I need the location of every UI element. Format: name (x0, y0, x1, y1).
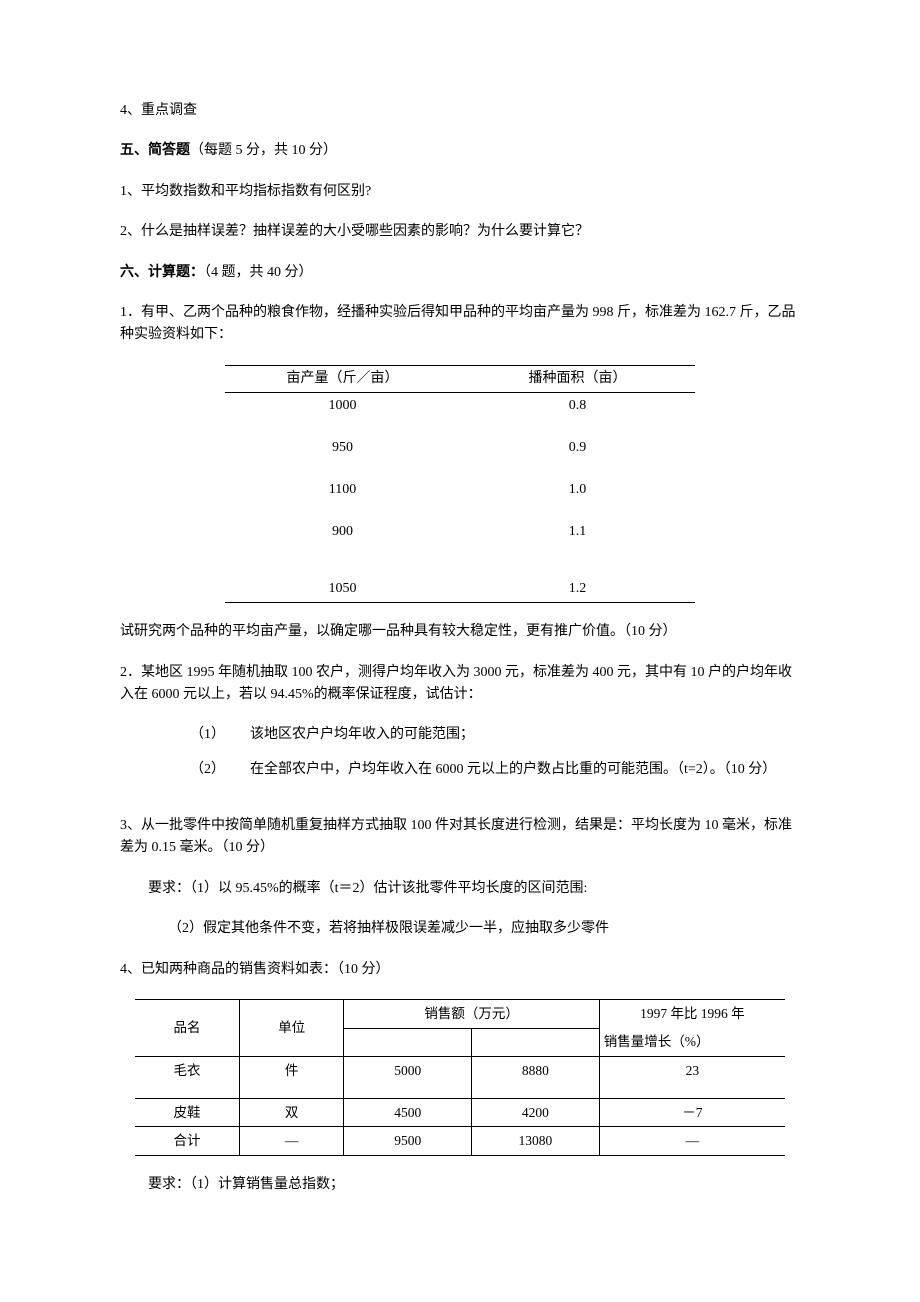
cell: 0.8 (460, 393, 695, 435)
cell: 1100 (225, 477, 460, 519)
table-row: 皮鞋 双 4500 4200 －7 (135, 1098, 785, 1127)
q6-2-sub2-text: 在全部农户中，户均年收入在 6000 元以上的户数占比重的可能范围。（t=2）。… (250, 762, 776, 777)
q6-2: 2．某地区 1995 年随机抽取 100 农户，测得户均年收入为 3000 元，… (120, 662, 800, 707)
q6-2-sub2-label: （2） (190, 759, 250, 781)
q6-3-req2: （2）假定其他条件不变，若将抽样极限误差减少一半，应抽取多少零件 (120, 918, 800, 940)
table-row: 10000.8 (225, 393, 695, 435)
cell: 0.9 (460, 435, 695, 477)
section-5-title: 五、简答题（每题 5 分，共 10 分） (120, 140, 800, 162)
q6-1: 1．有甲、乙两个品种的粮食作物，经播种实验后得知甲品种的平均亩产量为 998 斤… (120, 302, 800, 347)
table-yield: 亩产量（斤／亩） 播种面积（亩） 10000.8 9500.9 11001.0 … (225, 365, 695, 603)
q6-3-req1: 要求：（1）以 95.45%的概率（t＝2）估计该批零件平均长度的区间范围: (120, 878, 800, 900)
th-sales-sub2 (472, 1028, 600, 1056)
th-growth-top: 1997 年比 1996 年 (599, 1000, 785, 1029)
cell: 950 (225, 435, 460, 477)
section-6-note: （4 题，共 40 分） (204, 265, 313, 280)
th-growth-bottom: 销售量增长（%） (599, 1028, 785, 1056)
section-5-note: （每题 5 分，共 10 分） (190, 143, 337, 158)
cell: 件 (239, 1056, 343, 1098)
cell: 4500 (344, 1098, 472, 1127)
cell: 1.2 (460, 561, 695, 603)
q6-2-sub1: （1）该地区农户户均年收入的可能范围； (120, 724, 800, 746)
cell: 毛衣 (135, 1056, 239, 1098)
cell: 双 (239, 1098, 343, 1127)
cell: －7 (599, 1098, 785, 1127)
th-sales-sub1 (344, 1028, 472, 1056)
cell: 8880 (472, 1056, 600, 1098)
q6-2-sub1-text: 该地区农户户均年收入的可能范围； (250, 727, 474, 742)
section-5-heading: 五、简答题 (120, 143, 190, 158)
cell: 1050 (225, 561, 460, 603)
cell: 合计 (135, 1127, 239, 1156)
table-row: 9500.9 (225, 435, 695, 477)
table-row: 合计 — 9500 13080 — (135, 1127, 785, 1156)
q6-3: 3、从一批零件中按简单随机重复抽样方式抽取 100 件对其长度进行检测，结果是：… (120, 815, 800, 860)
cell: 1000 (225, 393, 460, 435)
cell: 23 (599, 1056, 785, 1098)
table-row: 10501.2 (225, 561, 695, 603)
q6-4-req: 要求：（1）计算销售量总指数； (120, 1174, 800, 1196)
table-row: 毛衣 件 5000 8880 23 (135, 1056, 785, 1098)
cell: — (239, 1127, 343, 1156)
section-6-heading: 六、计算题： (120, 265, 204, 280)
q6-2-sub1-label: （1） (190, 724, 250, 746)
cell: 13080 (472, 1127, 600, 1156)
table-yield-h1: 亩产量（斤／亩） (225, 365, 460, 392)
q6-2-text: 2．某地区 1995 年随机抽取 100 农户，测得户均年收入为 3000 元，… (120, 662, 800, 707)
cell: 5000 (344, 1056, 472, 1098)
q6-1-text: 1．有甲、乙两个品种的粮食作物，经播种实验后得知甲品种的平均亩产量为 998 斤… (120, 302, 800, 347)
list-item-4: 4、重点调查 (120, 100, 800, 122)
cell: 900 (225, 519, 460, 561)
cell: 4200 (472, 1098, 600, 1127)
cell: — (599, 1127, 785, 1156)
q6-1-footer: 试研究两个品种的平均亩产量，以确定哪一品种具有较大稳定性，更有推广价值。（10 … (120, 621, 800, 643)
th-sales: 销售额（万元） (344, 1000, 599, 1029)
th-name: 品名 (135, 1000, 239, 1057)
cell: 9500 (344, 1127, 472, 1156)
q6-4: 4、已知两种商品的销售资料如表：（10 分） (120, 959, 800, 981)
q5-1: 1、平均数指数和平均指标指数有何区别? (120, 181, 800, 203)
th-unit: 单位 (239, 1000, 343, 1057)
cell: 1.0 (460, 477, 695, 519)
table-row: 9001.1 (225, 519, 695, 561)
table-sales: 品名 单位 销售额（万元） 1997 年比 1996 年 销售量增长（%） 毛衣… (135, 999, 785, 1156)
cell: 1.1 (460, 519, 695, 561)
cell: 皮鞋 (135, 1098, 239, 1127)
table-row: 11001.0 (225, 477, 695, 519)
table-yield-h2: 播种面积（亩） (460, 365, 695, 392)
q5-2: 2、什么是抽样误差？抽样误差的大小受哪些因素的影响？为什么要计算它？ (120, 221, 800, 243)
section-6-title: 六、计算题：（4 题，共 40 分） (120, 262, 800, 284)
q6-2-sub2: （2）在全部农户中，户均年收入在 6000 元以上的户数占比重的可能范围。（t=… (120, 759, 800, 781)
